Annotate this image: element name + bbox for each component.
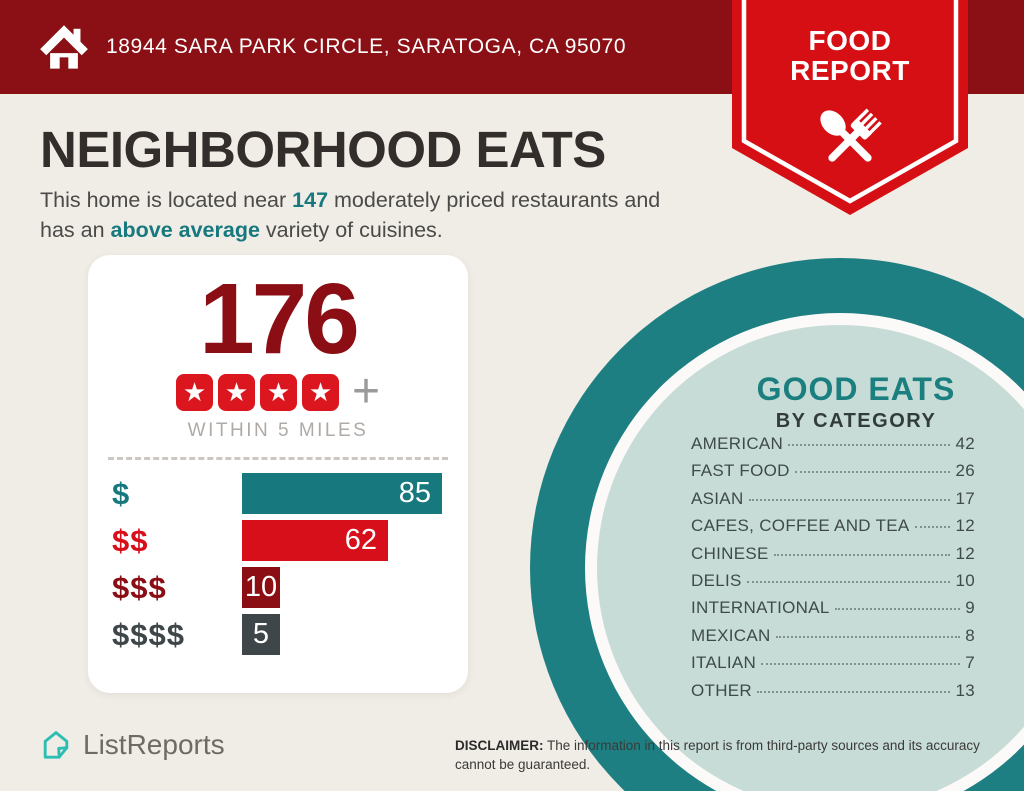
star-icon: ★ — [259, 373, 297, 411]
category-label: ITALIAN — [691, 653, 757, 673]
ribbon-title: FOOD REPORT — [732, 26, 968, 86]
page-title: NEIGHBORHOOD EATS — [40, 121, 606, 178]
category-row: CAFES, COFFEE AND TEA 12 — [691, 516, 975, 543]
price-bars: $85 $$ 62 $$$ 10 $$$$ 5 — [112, 473, 448, 655]
good-eats-header: GOOD EATS BY CATEGORY — [700, 371, 1012, 433]
category-label: OTHER — [691, 680, 752, 700]
category-row: INTERNATIONAL 9 — [691, 598, 975, 625]
price-bar-value: 62 — [344, 524, 377, 556]
category-value: 26 — [955, 461, 975, 481]
star-icon: ★ — [301, 373, 339, 411]
category-dots — [773, 553, 951, 556]
price-bar-row: $85 — [112, 473, 448, 514]
price-tier-label: $$$$ — [112, 616, 185, 652]
category-dots — [775, 635, 961, 638]
home-icon — [40, 25, 88, 69]
house-document-icon — [43, 731, 69, 759]
category-value: 12 — [955, 543, 975, 563]
category-row: DELIS 10 — [691, 571, 975, 598]
category-label: ASIAN — [691, 488, 744, 508]
listreports-logo: ListReports — [38, 727, 225, 763]
variety-highlight: above average — [110, 218, 260, 242]
good-eats-subtitle: BY CATEGORY — [775, 410, 937, 432]
category-value: 9 — [965, 598, 975, 618]
restaurant-summary-card: 176 ★ ★ ★ ★ + WITHIN 5 MILES $85 $$ 62 $$$ 10 $$$… — [88, 255, 468, 693]
intro-text: This home is located near 147 moderately… — [40, 185, 660, 245]
category-row: MEXICAN 8 — [691, 626, 975, 653]
good-eats-title: GOOD EATS — [756, 371, 956, 407]
category-label: INTERNATIONAL — [691, 598, 830, 618]
category-dots — [788, 444, 951, 446]
disclaimer: DISCLAIMER: The information in this repo… — [455, 736, 1003, 774]
category-label: FAST FOOD — [691, 461, 790, 481]
ribbon-title-line2: REPORT — [790, 55, 910, 86]
price-bar: 85 — [242, 473, 442, 514]
intro-line1-pre: This home is located near — [40, 188, 293, 212]
category-row: OTHER 13 — [691, 681, 975, 708]
category-value: 13 — [955, 680, 975, 700]
intro-line1-post: moderately priced restaurants and — [328, 188, 661, 212]
dashed-divider — [108, 457, 448, 460]
price-bar-row: $$$$ 5 — [112, 614, 448, 655]
price-bar-row: $$ 62 — [112, 520, 448, 561]
category-dots — [914, 526, 951, 529]
plus-sign: + — [351, 365, 381, 418]
category-row: FAST FOOD 26 — [691, 461, 975, 488]
category-dots — [748, 498, 951, 501]
price-tier-label: $$ — [112, 522, 149, 558]
category-value: 10 — [955, 570, 975, 590]
category-value: 12 — [955, 516, 975, 536]
price-bar: 62 — [242, 520, 388, 561]
food-report-ribbon: FOOD REPORT — [732, 0, 968, 218]
disclaimer-label: DISCLAIMER: — [455, 738, 544, 753]
category-dots — [746, 580, 951, 583]
good-eats-circle-fill — [597, 325, 1024, 791]
spoon-fork-icon — [820, 108, 882, 162]
price-bar-value: 85 — [398, 477, 431, 509]
radius-label: WITHIN 5 MILES — [187, 420, 369, 441]
property-address: 18944 SARA PARK CIRCLE, SARATOGA, CA 950… — [106, 35, 627, 58]
star-icon: ★ — [175, 373, 213, 411]
rating-stars: ★ ★ ★ ★ + — [88, 365, 468, 418]
price-bar-value: 5 — [252, 618, 270, 650]
intro-line2-post: variety of cuisines. — [259, 218, 443, 242]
ribbon-title-line1: FOOD — [808, 25, 892, 56]
price-bar: 5 — [242, 614, 280, 655]
category-value: 17 — [955, 488, 975, 508]
category-value: 42 — [955, 434, 975, 453]
disclaimer-text: The information in this report is from t… — [455, 738, 980, 772]
category-row: ITALIAN 7 — [691, 653, 975, 680]
star-icon: ★ — [217, 373, 255, 411]
category-dots — [761, 663, 961, 666]
category-value: 8 — [965, 625, 975, 645]
intro-line2-pre: has an — [40, 218, 111, 242]
total-restaurant-count: 176 — [199, 263, 360, 375]
category-dots — [794, 471, 951, 474]
category-label: CHINESE — [691, 543, 769, 563]
restaurant-count: 147 — [292, 188, 329, 212]
ribbon-shape — [732, 0, 968, 215]
price-bar-value: 10 — [244, 571, 278, 603]
category-label: CAFES, COFFEE AND TEA — [691, 516, 910, 536]
category-dots — [834, 608, 961, 611]
category-row: CHINESE 12 — [691, 544, 975, 571]
category-label: MEXICAN — [691, 625, 771, 645]
category-label: AMERICAN — [691, 434, 784, 453]
category-row: AMERICAN 42 — [691, 434, 975, 461]
category-list: AMERICAN 42 FAST FOOD 26 ASIAN 17 CAFES, COFFE… — [691, 434, 975, 708]
price-bar: 10 — [242, 567, 280, 608]
brand-name: ListReports — [83, 729, 225, 760]
category-dots — [757, 690, 951, 693]
category-row: ASIAN 17 — [691, 489, 975, 516]
price-bar-row: $$$ 10 — [112, 567, 448, 608]
price-tier-label: $$$ — [112, 569, 167, 605]
price-tier-label: $ — [112, 475, 131, 511]
category-value: 7 — [965, 653, 975, 673]
category-label: DELIS — [691, 570, 742, 590]
